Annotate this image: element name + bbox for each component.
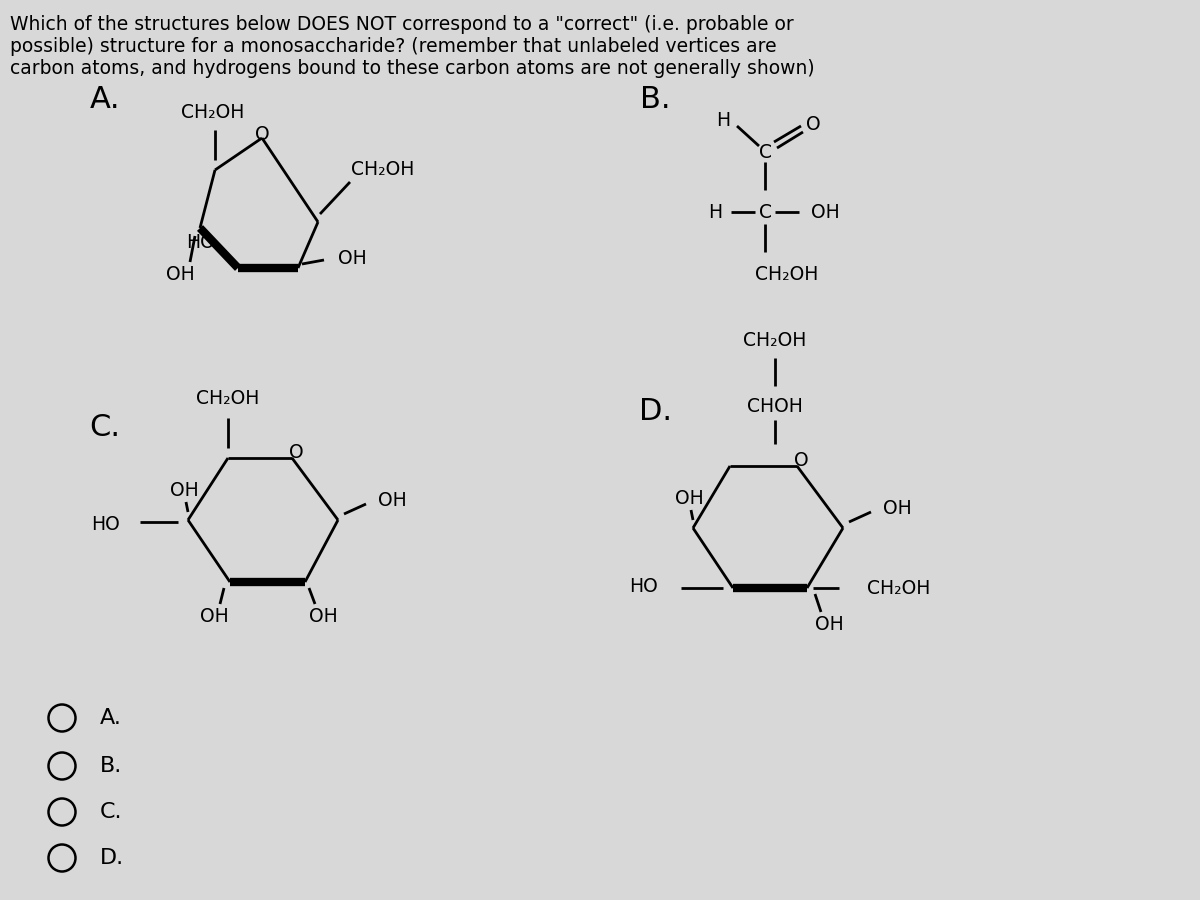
Text: OH: OH: [169, 481, 198, 500]
Text: OH: OH: [166, 265, 194, 284]
Text: OH: OH: [338, 248, 367, 267]
Text: D.: D.: [638, 398, 672, 427]
Text: OH: OH: [308, 607, 337, 625]
Text: CH₂OH: CH₂OH: [197, 389, 259, 408]
Text: CH₂OH: CH₂OH: [866, 579, 930, 598]
Text: С.: С.: [90, 413, 120, 443]
Text: CH₂OH: CH₂OH: [352, 160, 415, 179]
Text: HO: HO: [186, 232, 215, 251]
Text: OH: OH: [378, 491, 407, 509]
Text: OH: OH: [674, 489, 703, 508]
Text: CH₂OH: CH₂OH: [181, 103, 245, 122]
Text: CHOH: CHOH: [748, 397, 803, 416]
Text: HO: HO: [629, 577, 658, 596]
Text: O: O: [793, 451, 809, 470]
Text: C: C: [758, 202, 772, 221]
Text: A.: A.: [100, 708, 122, 728]
Text: OH: OH: [815, 615, 844, 634]
Text: O: O: [289, 443, 304, 462]
Text: Which of the structures below DOES NOT correspond to a "correct" (i.e. probable : Which of the structures below DOES NOT c…: [10, 15, 815, 78]
Text: HO: HO: [91, 515, 120, 534]
Text: B.: B.: [100, 756, 122, 776]
Text: OH: OH: [811, 202, 839, 221]
Text: CH₂OH: CH₂OH: [755, 265, 818, 284]
Text: H: H: [708, 202, 722, 221]
Text: O: O: [805, 114, 821, 133]
Text: C: C: [758, 142, 772, 161]
Text: O: O: [254, 125, 269, 145]
Text: D.: D.: [100, 848, 124, 868]
Text: А.: А.: [90, 86, 120, 114]
Text: H: H: [716, 111, 730, 130]
Text: OH: OH: [199, 607, 228, 625]
Text: C.: C.: [100, 802, 122, 822]
Text: OH: OH: [883, 499, 912, 517]
Text: В.: В.: [640, 86, 671, 114]
Text: CH₂OH: CH₂OH: [743, 330, 806, 349]
